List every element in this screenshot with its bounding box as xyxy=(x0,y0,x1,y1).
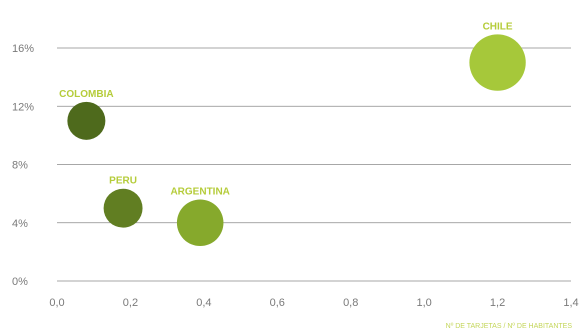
bubble-label: COLOMBIA xyxy=(59,89,113,100)
bubble-labels: COLOMBIA PERU ARGENTINA CHILE xyxy=(59,21,513,197)
y-tick-label: 0% xyxy=(12,276,28,288)
x-tick-label: 0,2 xyxy=(123,297,138,309)
bubble-label: ARGENTINA xyxy=(170,186,229,197)
y-tick-label: 12% xyxy=(12,101,34,113)
y-axis-ticks: 0% 4% 8% 12% 16% xyxy=(12,43,34,288)
y-tick-label: 4% xyxy=(12,218,28,230)
bubble-label: PERU xyxy=(109,176,137,187)
x-tick-label: 1,0 xyxy=(416,297,431,309)
x-axis-title: Nº DE TARJETAS / Nº DE HABITANTES xyxy=(446,323,573,330)
bubble-point xyxy=(103,188,143,228)
x-tick-label: 1,4 xyxy=(563,297,578,309)
x-tick-label: 1,2 xyxy=(490,297,505,309)
x-tick-label: 0,4 xyxy=(196,297,211,309)
x-tick-label: 0,0 xyxy=(49,297,64,309)
bubble-point xyxy=(469,34,526,91)
bubble-point xyxy=(67,101,106,140)
x-tick-label: 0,8 xyxy=(343,297,358,309)
y-tick-label: 8% xyxy=(12,160,28,172)
bubbles xyxy=(67,34,526,247)
y-tick-label: 16% xyxy=(12,43,34,55)
x-tick-label: 0,6 xyxy=(270,297,285,309)
x-axis-ticks: 0,0 0,2 0,4 0,6 0,8 1,0 1,2 1,4 xyxy=(49,297,578,309)
gridlines xyxy=(57,47,571,282)
bubble-label: CHILE xyxy=(483,21,513,32)
bubble-point xyxy=(176,199,224,247)
